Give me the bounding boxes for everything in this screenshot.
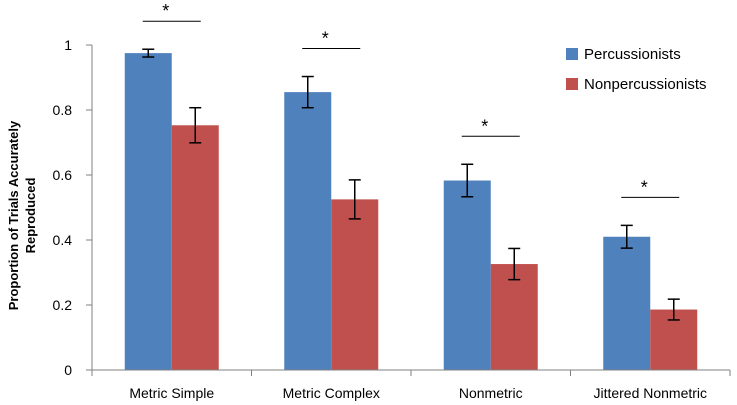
- y-axis-title-line: Reproduced: [23, 178, 38, 254]
- bar-nonpercussionists-2: [331, 199, 379, 370]
- x-category-label: Metric Simple: [129, 385, 214, 401]
- legend-swatch-percussionists: [566, 48, 578, 60]
- significance-star: *: [641, 177, 648, 197]
- y-axis-title-line: Proportion of Trials Accurately: [6, 120, 21, 310]
- legend-swatch-nonpercussionists: [566, 78, 578, 90]
- bar-nonpercussionists-3: [490, 264, 538, 370]
- y-axis: 0 0.2 0.4 0.6 0.8 1: [53, 37, 93, 378]
- bar-nonpercussionists-1: [171, 125, 219, 371]
- legend-label: Nonpercussionists: [584, 76, 707, 93]
- x-category-label: Metric Complex: [283, 385, 380, 401]
- bar-percussionists-2: [284, 92, 332, 370]
- y-tick-label: 0.4: [53, 232, 73, 248]
- x-category-label: Jittered Nonmetric: [593, 385, 707, 401]
- bar-percussionists-1: [124, 53, 172, 370]
- significance-star: *: [481, 116, 488, 136]
- significance-star: *: [322, 29, 329, 49]
- y-axis-title: Proportion of Trials Accurately Reproduce…: [6, 120, 38, 310]
- x-axis: Metric Simple Metric Complex Nonmetric Jitt…: [91, 369, 731, 401]
- bars: * * * *: [124, 1, 698, 371]
- significance-star: *: [162, 1, 169, 21]
- y-tick-label: 1: [64, 37, 72, 53]
- legend: Percussionists Nonpercussionists: [566, 46, 707, 93]
- y-tick-label: 0: [64, 362, 72, 378]
- bar-percussionists-4: [603, 236, 651, 370]
- x-category-label: Nonmetric: [459, 385, 523, 401]
- bar-percussionists-3: [443, 180, 491, 370]
- y-tick-label: 0.8: [53, 102, 73, 118]
- y-tick-label: 0.6: [53, 167, 73, 183]
- y-tick-label: 0.2: [53, 297, 73, 313]
- legend-label: Percussionists: [584, 46, 681, 63]
